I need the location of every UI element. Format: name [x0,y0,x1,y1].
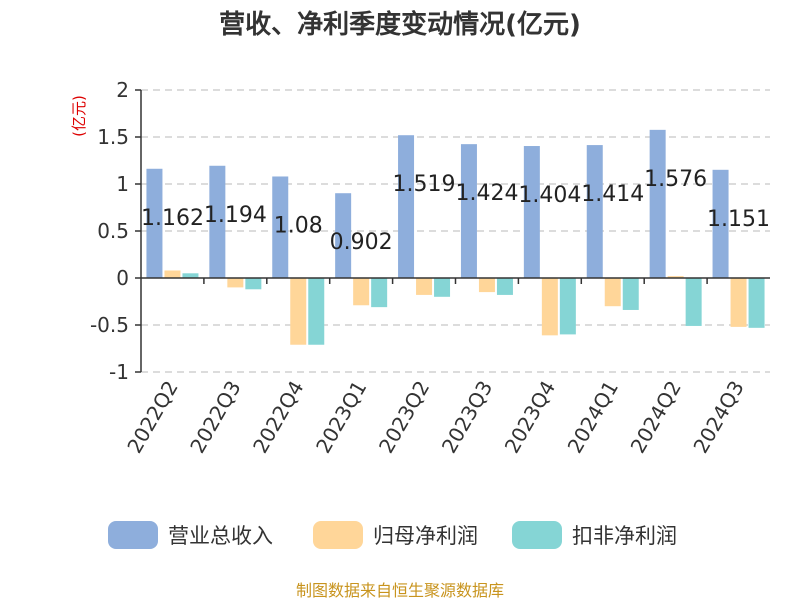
bar-2-2023Q1 [353,278,370,306]
y-tick-label: -0.5 [90,313,129,337]
y-tick-label: 0 [116,266,129,290]
legend-label: 扣非净利润 [572,524,677,548]
bar-2-2022Q2 [164,270,181,278]
legend-label: 归母净利润 [373,524,478,548]
bar-2-2024Q1 [604,278,621,307]
x-tick-label: 2022Q2 [122,377,182,458]
x-tick-label: 2023Q4 [500,377,560,458]
x-tick-label: 2023Q3 [437,377,497,458]
bar-1-2023Q2 [398,135,415,278]
bar-3-2024Q3 [748,278,765,328]
bar-3-2024Q2 [685,278,702,326]
bar-3-2022Q3 [245,278,262,290]
bar-1-2022Q2 [146,168,163,278]
y-tick-label: 0.5 [97,219,129,243]
bar-1-2023Q4 [523,146,540,278]
x-tick-label: 2024Q2 [626,377,686,458]
bar-3-2024Q1 [622,278,639,310]
legend-label: 营业总收入 [168,524,273,548]
legend-swatch [108,521,158,549]
x-tick-label: 2022Q4 [248,377,308,458]
bar-2-2024Q2 [667,276,684,278]
x-axis-ticks: 2022Q2 2022Q3 2022Q4 2023Q1 2023Q2 2023Q3 2023… [122,278,749,457]
legend: 营业总收入 归母净利润 扣非净利润 [108,521,677,549]
grid-lines [141,89,770,373]
x-tick-label: 2023Q2 [374,377,434,458]
bar-2-2023Q4 [541,278,558,336]
legend-swatch [512,521,562,549]
bar-1-2024Q3 [712,169,729,278]
data-label: 1.424 [455,181,518,206]
x-tick-label: 2023Q1 [311,377,371,458]
bar-3-2022Q2 [182,273,199,278]
bar-3-2023Q3 [496,278,513,295]
data-label: 1.404 [518,183,581,208]
data-label: 1.08 [274,213,323,238]
bar-2-2023Q2 [416,278,433,295]
data-label: 1.162 [141,206,204,231]
data-label: 1.194 [204,203,267,228]
bar-2-2022Q4 [290,278,307,345]
bar-3-2022Q4 [308,278,325,345]
bars [146,129,765,345]
data-label: 1.519 [393,172,456,197]
data-label: 1.414 [581,182,644,207]
bar-2-2024Q3 [730,278,747,327]
y-tick-label: 1 [116,172,129,196]
y-axis-unit: (亿元) [70,95,88,137]
bar-1-2023Q3 [460,144,477,278]
legend-swatch [313,521,363,549]
y-axis-ticks: 2 1.5 1 0.5 0 -0.5 -1 [90,78,141,384]
bar-1-2022Q4 [272,176,289,278]
data-source-note: 制图数据来自恒生聚源数据库 [296,581,504,600]
data-label: 1.576 [644,167,707,192]
bar-1-2023Q1 [335,193,352,278]
y-tick-label: -1 [109,360,129,384]
bar-1-2024Q2 [649,129,666,278]
bar-3-2023Q1 [371,278,388,308]
x-tick-label: 2022Q3 [185,377,245,458]
bar-3-2023Q4 [559,278,576,335]
bar-1-2024Q1 [586,145,603,278]
bar-1-2022Q3 [209,165,226,278]
data-label: 1.151 [707,207,770,232]
x-tick-label: 2024Q1 [563,377,623,458]
y-tick-label: 2 [116,78,129,102]
bar-3-2023Q2 [434,278,451,297]
y-tick-label: 1.5 [97,125,129,149]
chart-title: 营收、净利季度变动情况(亿元) [219,9,581,40]
bar-2-2022Q3 [227,278,244,288]
data-label: 0.902 [330,230,393,255]
bar-2-2023Q3 [478,278,495,293]
x-tick-label: 2024Q3 [688,377,748,458]
